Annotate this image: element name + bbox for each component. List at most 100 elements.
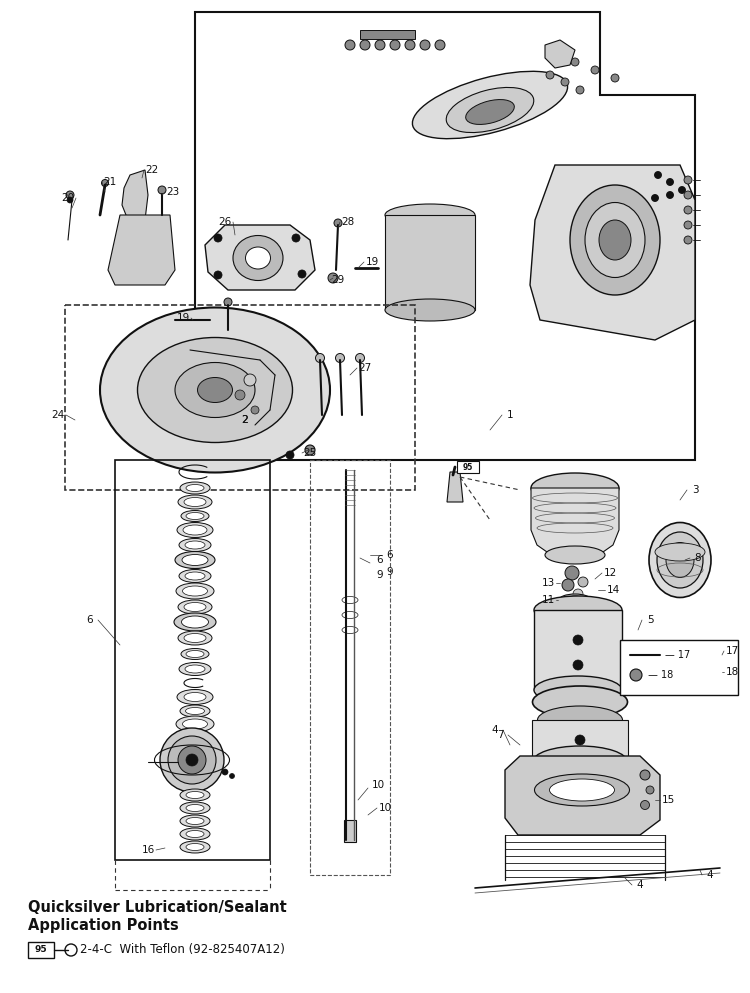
Text: Quicksilver Lubrication/Sealant: Quicksilver Lubrication/Sealant xyxy=(28,900,286,915)
Circle shape xyxy=(562,579,574,591)
Circle shape xyxy=(65,944,77,956)
Circle shape xyxy=(565,566,579,580)
Circle shape xyxy=(640,800,650,809)
Ellipse shape xyxy=(197,377,232,402)
Polygon shape xyxy=(505,756,660,835)
Text: 13: 13 xyxy=(542,578,554,588)
Text: — 18: — 18 xyxy=(645,670,674,680)
Text: 4: 4 xyxy=(637,880,644,890)
Circle shape xyxy=(168,736,216,784)
Circle shape xyxy=(575,735,585,745)
Circle shape xyxy=(222,769,228,775)
Circle shape xyxy=(578,577,588,587)
Circle shape xyxy=(305,445,315,455)
Circle shape xyxy=(435,40,445,50)
Bar xyxy=(534,610,622,690)
Circle shape xyxy=(224,298,232,306)
Bar xyxy=(310,460,390,875)
Ellipse shape xyxy=(178,495,212,509)
Circle shape xyxy=(646,786,654,794)
Text: 19: 19 xyxy=(176,313,190,323)
Circle shape xyxy=(186,754,198,766)
Text: 10: 10 xyxy=(371,780,385,790)
Ellipse shape xyxy=(178,600,212,614)
Circle shape xyxy=(571,58,579,66)
Ellipse shape xyxy=(179,662,211,675)
Ellipse shape xyxy=(186,791,204,798)
Text: 19: 19 xyxy=(365,257,379,267)
Circle shape xyxy=(546,71,554,79)
Ellipse shape xyxy=(186,650,204,657)
Polygon shape xyxy=(122,170,148,225)
Circle shape xyxy=(160,728,224,792)
Circle shape xyxy=(667,179,674,186)
Ellipse shape xyxy=(137,338,292,443)
Circle shape xyxy=(214,234,222,242)
Circle shape xyxy=(655,172,662,179)
Circle shape xyxy=(684,191,692,199)
Bar xyxy=(28,942,54,958)
Ellipse shape xyxy=(585,203,645,277)
Text: 29: 29 xyxy=(332,275,344,285)
Ellipse shape xyxy=(180,828,210,840)
Text: 7: 7 xyxy=(496,730,503,740)
Ellipse shape xyxy=(413,71,568,139)
Circle shape xyxy=(667,192,674,199)
Circle shape xyxy=(244,374,256,386)
Text: Application Points: Application Points xyxy=(28,918,178,933)
Polygon shape xyxy=(447,472,463,502)
Ellipse shape xyxy=(186,830,204,837)
Text: 28: 28 xyxy=(341,217,355,227)
Ellipse shape xyxy=(181,510,209,521)
Ellipse shape xyxy=(186,512,204,519)
Text: 1: 1 xyxy=(507,410,513,420)
Text: 2: 2 xyxy=(242,415,248,425)
Text: 2-4-C  With Teflon (92-825407A12): 2-4-C With Teflon (92-825407A12) xyxy=(80,943,285,956)
Text: 16: 16 xyxy=(141,845,154,855)
Text: 25: 25 xyxy=(303,448,316,458)
Circle shape xyxy=(345,40,355,50)
Ellipse shape xyxy=(657,532,703,588)
Bar xyxy=(457,461,479,473)
Circle shape xyxy=(551,51,559,59)
Circle shape xyxy=(576,86,584,94)
Text: 95: 95 xyxy=(34,945,47,954)
Text: 4: 4 xyxy=(706,870,713,880)
Text: 3: 3 xyxy=(692,485,698,495)
Ellipse shape xyxy=(550,779,614,801)
Circle shape xyxy=(251,406,259,414)
Ellipse shape xyxy=(175,362,255,417)
Ellipse shape xyxy=(184,497,206,506)
Text: 24: 24 xyxy=(51,410,64,420)
Ellipse shape xyxy=(599,220,631,260)
Text: 18: 18 xyxy=(725,667,739,677)
Circle shape xyxy=(286,451,294,459)
Circle shape xyxy=(420,40,430,50)
Circle shape xyxy=(591,66,599,74)
Ellipse shape xyxy=(184,634,206,642)
Circle shape xyxy=(684,221,692,229)
Ellipse shape xyxy=(179,538,211,551)
Text: 4: 4 xyxy=(492,725,498,735)
Circle shape xyxy=(679,187,686,194)
Circle shape xyxy=(684,176,692,184)
Ellipse shape xyxy=(177,522,213,537)
Ellipse shape xyxy=(186,817,204,824)
Text: 22: 22 xyxy=(146,165,159,175)
Polygon shape xyxy=(108,215,175,285)
Ellipse shape xyxy=(184,603,206,612)
Bar xyxy=(620,640,738,695)
Ellipse shape xyxy=(570,185,660,295)
Bar xyxy=(385,215,475,310)
Ellipse shape xyxy=(182,616,209,628)
Circle shape xyxy=(158,186,166,194)
Ellipse shape xyxy=(185,572,205,580)
Ellipse shape xyxy=(176,716,214,732)
Ellipse shape xyxy=(180,482,210,494)
Ellipse shape xyxy=(186,843,204,850)
Text: 9: 9 xyxy=(387,567,393,577)
Polygon shape xyxy=(531,488,619,555)
Circle shape xyxy=(298,270,306,278)
Circle shape xyxy=(684,206,692,214)
Text: 20: 20 xyxy=(62,193,74,203)
